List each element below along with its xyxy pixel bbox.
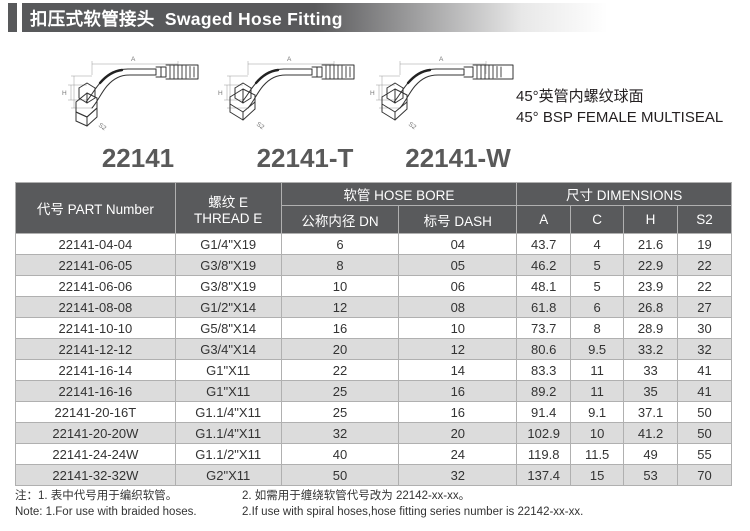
svg-text:S2: S2 — [97, 122, 108, 133]
svg-text:A: A — [287, 56, 292, 63]
svg-text:A: A — [439, 56, 444, 63]
svg-text:A: A — [131, 56, 136, 63]
svg-text:H: H — [62, 90, 67, 97]
svg-text:H: H — [370, 90, 375, 97]
svg-text:H: H — [218, 90, 223, 97]
svg-text:S2: S2 — [407, 121, 418, 132]
svg-text:S2: S2 — [255, 121, 266, 132]
